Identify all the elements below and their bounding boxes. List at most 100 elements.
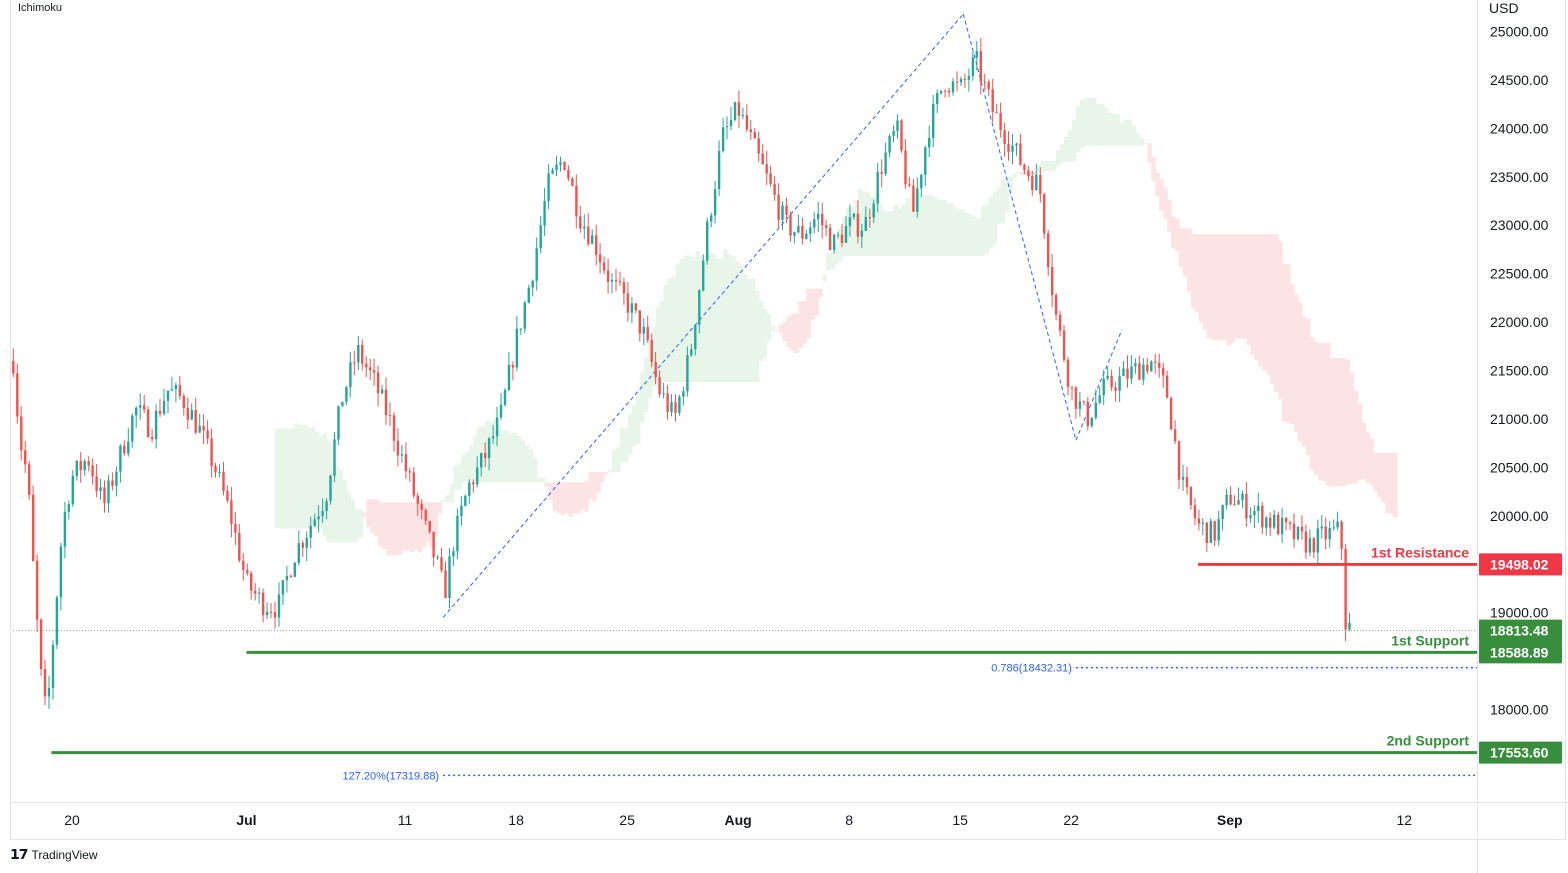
level-lines: 1st Resistance 1st Support 2nd Support xyxy=(10,544,1477,755)
candle-body xyxy=(519,328,522,330)
candle-body xyxy=(369,367,372,371)
cloud-segment xyxy=(727,254,732,383)
cloud-segment xyxy=(588,472,593,499)
cloud-segment xyxy=(842,216,847,257)
cloud-segment xyxy=(1321,343,1327,482)
cloud-segment xyxy=(1262,234,1267,371)
candle-body xyxy=(761,153,764,165)
cloud-segment xyxy=(330,444,336,543)
pattern-leg xyxy=(1075,329,1123,441)
cloud-segment xyxy=(691,257,696,383)
cloud-segment xyxy=(421,502,427,548)
cloud-segment xyxy=(1000,178,1006,224)
cloud-segment xyxy=(493,419,498,483)
candle-body xyxy=(1269,517,1272,528)
cloud-segment xyxy=(655,307,661,386)
cloud-segment xyxy=(1032,172,1037,175)
cloud-segment xyxy=(683,255,688,383)
x-tick-label: Sep xyxy=(1217,812,1243,828)
candle-body xyxy=(1173,429,1177,442)
candle-body xyxy=(499,404,503,418)
candle-body xyxy=(400,454,404,456)
cloud-segment xyxy=(322,433,328,537)
cloud-segment xyxy=(596,472,601,493)
cloud-segment xyxy=(516,436,522,483)
candle-body xyxy=(1277,514,1280,535)
cloud-segment xyxy=(473,436,478,483)
candle-body xyxy=(630,303,634,313)
candle-body xyxy=(856,213,860,237)
candle-body xyxy=(503,390,507,405)
candle-body xyxy=(567,169,570,179)
cloud-segment xyxy=(604,472,609,475)
cloud-segment xyxy=(731,256,736,383)
candle-body xyxy=(606,270,610,282)
y-tick-label: 22000.00 xyxy=(1490,314,1549,330)
cloud-segment xyxy=(572,482,577,514)
candle-body xyxy=(1308,538,1312,553)
cloud-segment xyxy=(508,433,514,483)
cloud-segment xyxy=(1099,103,1105,146)
candle-body xyxy=(111,480,114,486)
cloud-segment xyxy=(750,278,756,383)
candle-body xyxy=(1312,538,1315,553)
candle-body xyxy=(983,81,986,83)
candle-body xyxy=(995,111,998,113)
cloud-segment xyxy=(560,482,566,516)
cloud-segment xyxy=(1250,234,1255,355)
candle-body xyxy=(416,495,419,504)
candle-body xyxy=(119,445,122,472)
cloud-segment xyxy=(1349,372,1355,484)
candle-body xyxy=(1197,518,1201,524)
candle-body xyxy=(71,475,74,505)
cloud-segment xyxy=(639,372,645,423)
candle-body xyxy=(20,416,23,451)
candle-body xyxy=(408,471,411,473)
candle-body xyxy=(1189,487,1193,505)
cloud-segment xyxy=(457,463,462,490)
cloud-segment xyxy=(651,326,657,386)
candle-body xyxy=(713,189,717,216)
candle-body xyxy=(35,560,39,620)
candle-body xyxy=(1098,395,1101,403)
cloud-segment xyxy=(1198,234,1204,323)
cloud-segment xyxy=(366,499,371,527)
x-tick-label: 15 xyxy=(952,812,968,828)
candle-body xyxy=(301,543,304,548)
candle-body xyxy=(563,162,566,170)
candle-body xyxy=(515,328,519,368)
cloud-segment xyxy=(1190,234,1196,309)
cloud-segment xyxy=(941,199,946,257)
cloud-segment xyxy=(849,206,855,257)
candle-body xyxy=(337,406,340,440)
cloud-segment xyxy=(1151,157,1156,182)
candle-body xyxy=(832,235,836,250)
candle-body xyxy=(32,494,35,561)
y-tick-label: 21500.00 xyxy=(1490,362,1549,378)
cloud-segment xyxy=(1222,234,1228,341)
candle-body xyxy=(781,205,784,220)
candle-body xyxy=(476,467,479,485)
cloud-segment xyxy=(1393,452,1398,518)
cloud-segment xyxy=(608,469,613,473)
candle-body xyxy=(1138,363,1141,380)
cloud-segment xyxy=(881,209,887,257)
y-tick-label: 25000.00 xyxy=(1490,24,1549,40)
candle-body xyxy=(75,460,78,476)
candle-body xyxy=(924,147,927,175)
candle-body xyxy=(932,104,935,138)
cloud-segment xyxy=(742,274,748,383)
cloud-segment xyxy=(1103,107,1109,146)
price-tag xyxy=(1479,619,1562,642)
candle-body xyxy=(384,389,388,416)
candle-body xyxy=(801,225,804,239)
cloud-segment xyxy=(1040,161,1045,172)
candle-body xyxy=(963,79,967,80)
cloud-segment xyxy=(1155,172,1160,197)
candle-body xyxy=(928,138,931,148)
candle-body xyxy=(1344,548,1347,630)
candle-body xyxy=(460,505,463,516)
indicator-label[interactable]: Ichimoku xyxy=(18,2,63,14)
cloud-segment xyxy=(1087,97,1093,146)
